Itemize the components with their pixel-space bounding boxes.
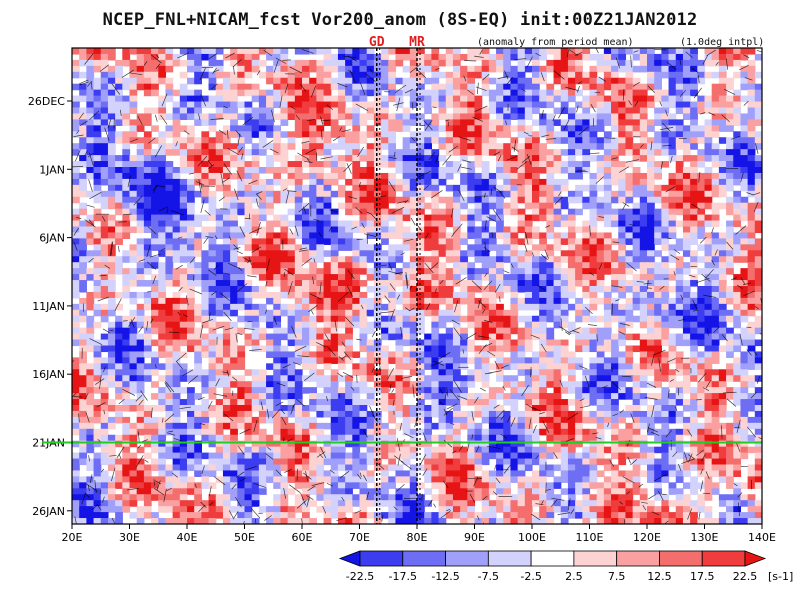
x-tick-label: 80E [407,531,428,544]
colorbar-swatch [402,550,446,567]
colorbar-swatch [701,550,746,567]
colorbar-label: -12.5 [431,570,459,583]
colorbar-label: 12.5 [647,570,672,583]
x-tick-label: 40E [177,531,198,544]
x-tick-label: 90E [464,531,485,544]
x-tick-label: 30E [119,531,140,544]
x-tick-label: 140E [748,531,776,544]
colorbar-label: -22.5 [346,570,374,583]
colorbar-label: 17.5 [690,570,715,583]
colorbar-min-arrow [338,550,361,567]
colorbar-swatch [573,550,618,567]
colorbar-swatch [487,550,532,567]
colorbar-label: 22.5 [733,570,758,583]
colorbar-label: 2.5 [565,570,583,583]
colorbar-unit: [s-1] [768,570,793,583]
x-tick-label: 120E [633,531,661,544]
x-tick-label: 130E [691,531,719,544]
colorbar: -22.5 -17.5 -12.5 -7.5 -2.5 2.5 7.5 12.5 17.5 22.… [338,550,793,583]
colorbar-swatch [530,550,575,567]
chart-subtitle-left: (anomaly from period mean) [477,37,634,48]
marker-label-mr: MR [409,35,425,50]
x-tick-label: 60E [292,531,313,544]
chart-title: NCEP_FNL+NICAM_fcst Vor200_anom (8S-EQ) … [102,10,698,30]
marker-label-gd: GD [369,35,385,50]
colorbar-swatch [445,550,489,567]
x-tick-label: 20E [62,531,83,544]
colorbar-label: -17.5 [389,570,417,583]
x-tick-label: 110E [576,531,604,544]
colorbar-swatch [659,550,703,567]
x-tick-label: 100E [518,531,546,544]
colorbar-label: -2.5 [520,570,541,583]
y-tick-label: 6JAN [39,232,65,245]
y-tick-label: 26DEC [28,95,65,108]
x-tick-label: 50E [234,531,255,544]
chart-subtitle-right: (1.0deg intpl) [680,37,765,48]
colorbar-label: 7.5 [608,570,626,583]
colorbar-label: -7.5 [478,570,499,583]
colorbar-swatch [359,550,404,567]
y-tick-label: 1JAN [39,163,65,176]
colorbar-max-arrow [744,550,767,567]
y-tick-label: 26JAN [32,505,65,518]
heatmap-field [72,48,762,524]
x-tick-label: 70E [349,531,370,544]
y-tick-label: 11JAN [32,300,65,313]
y-tick-label: 16JAN [32,368,65,381]
colorbar-swatch [616,550,660,567]
